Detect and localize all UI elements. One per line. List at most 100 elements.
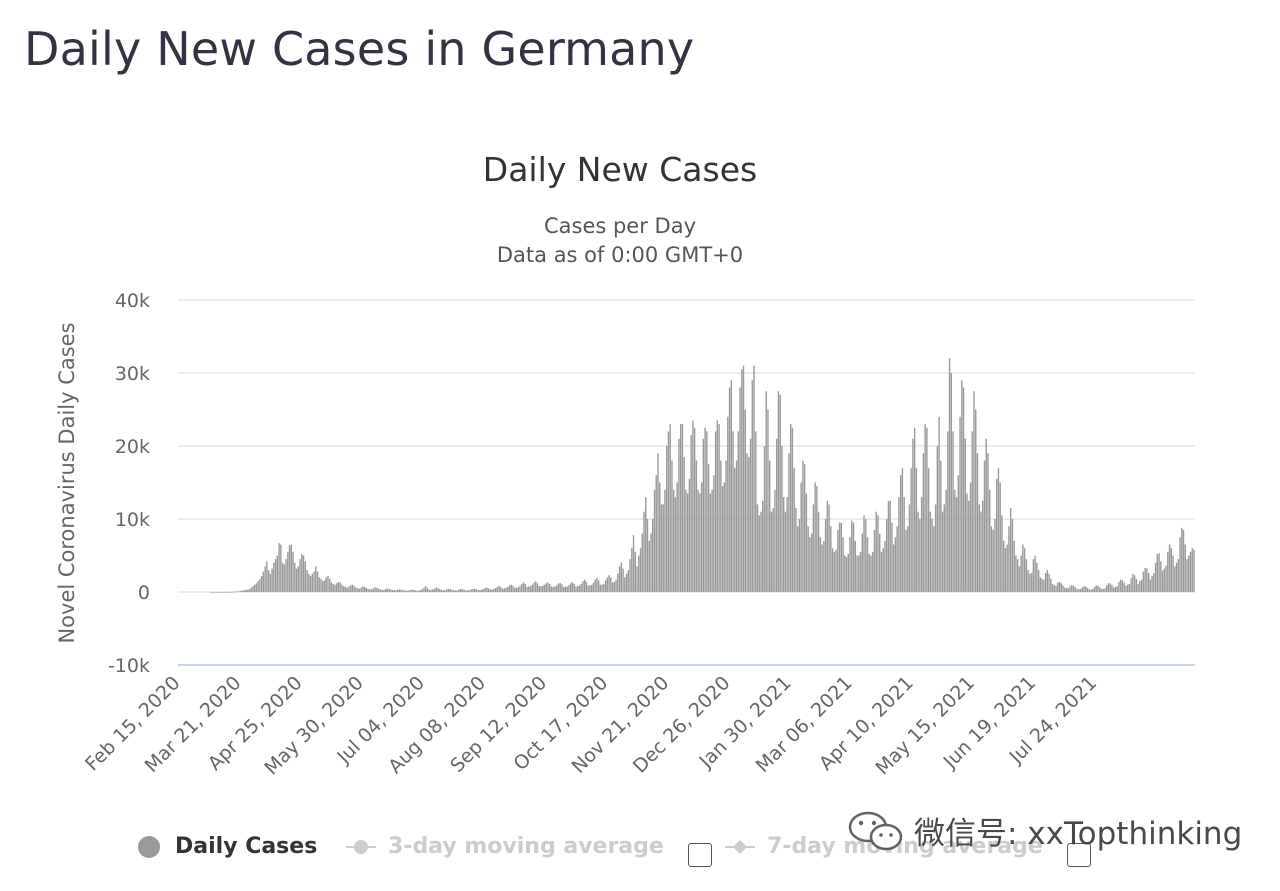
bar[interactable]	[566, 586, 568, 592]
bar[interactable]	[865, 519, 867, 592]
bar[interactable]	[213, 592, 216, 593]
bar[interactable]	[727, 416, 729, 592]
bar[interactable]	[348, 586, 350, 592]
bar[interactable]	[1118, 581, 1120, 592]
bar[interactable]	[592, 582, 595, 592]
bar[interactable]	[648, 540, 650, 592]
bar[interactable]	[624, 577, 626, 592]
bar[interactable]	[938, 416, 940, 592]
bar[interactable]	[585, 581, 588, 592]
bar[interactable]	[487, 588, 490, 593]
bar[interactable]	[391, 590, 394, 592]
bar[interactable]	[782, 497, 785, 592]
bar[interactable]	[442, 589, 444, 592]
bar[interactable]	[510, 584, 513, 592]
bar[interactable]	[807, 526, 809, 592]
bar[interactable]	[1055, 585, 1057, 592]
bar[interactable]	[1114, 586, 1117, 592]
bar[interactable]	[514, 587, 516, 592]
bar[interactable]	[323, 580, 326, 592]
bar[interactable]	[320, 578, 322, 592]
bar[interactable]	[716, 420, 719, 592]
bar[interactable]	[302, 555, 305, 593]
toggle-3-day-average-checkbox[interactable]	[688, 843, 712, 867]
bar[interactable]	[1039, 577, 1042, 592]
bar[interactable]	[950, 373, 953, 592]
bar[interactable]	[655, 475, 657, 592]
bar[interactable]	[891, 522, 893, 592]
bar[interactable]	[308, 573, 310, 592]
bar[interactable]	[1123, 582, 1125, 592]
bar[interactable]	[1177, 559, 1179, 592]
bar[interactable]	[945, 489, 947, 592]
bar[interactable]	[439, 589, 441, 592]
bar[interactable]	[700, 482, 703, 593]
bar[interactable]	[494, 587, 497, 592]
bar[interactable]	[374, 587, 376, 592]
bar[interactable]	[941, 511, 944, 592]
bar[interactable]	[381, 589, 383, 592]
bar[interactable]	[879, 533, 881, 592]
bar[interactable]	[386, 588, 389, 592]
bar[interactable]	[1147, 573, 1150, 592]
bar[interactable]	[622, 568, 624, 592]
bar[interactable]	[812, 504, 815, 592]
bar[interactable]	[692, 420, 694, 592]
bar[interactable]	[718, 424, 720, 592]
bar[interactable]	[856, 555, 858, 593]
bar[interactable]	[594, 579, 596, 592]
bar[interactable]	[608, 575, 610, 592]
bar[interactable]	[632, 535, 635, 592]
bar[interactable]	[248, 589, 251, 592]
bar[interactable]	[433, 588, 436, 592]
bar[interactable]	[1158, 553, 1160, 592]
bar[interactable]	[1106, 585, 1108, 592]
bar[interactable]	[564, 586, 567, 592]
bar[interactable]	[466, 590, 469, 592]
bar[interactable]	[217, 592, 219, 593]
bar[interactable]	[1100, 589, 1103, 592]
bar[interactable]	[360, 587, 362, 592]
bar[interactable]	[290, 544, 293, 592]
bar[interactable]	[306, 570, 308, 592]
bar[interactable]	[681, 424, 684, 592]
bar[interactable]	[671, 460, 673, 592]
bar[interactable]	[453, 590, 455, 592]
bar[interactable]	[845, 556, 848, 592]
bar[interactable]	[704, 427, 706, 592]
bar[interactable]	[260, 575, 263, 592]
bar[interactable]	[793, 467, 795, 592]
bar[interactable]	[599, 584, 602, 592]
bar[interactable]	[849, 537, 851, 592]
bar[interactable]	[732, 431, 734, 592]
bar[interactable]	[393, 590, 396, 592]
bar[interactable]	[1170, 548, 1172, 592]
bar[interactable]	[796, 526, 799, 592]
bar[interactable]	[872, 551, 874, 592]
bar[interactable]	[262, 571, 265, 592]
bar[interactable]	[760, 511, 762, 592]
bar[interactable]	[987, 453, 989, 592]
bar[interactable]	[493, 589, 495, 592]
bar[interactable]	[241, 590, 244, 592]
bar[interactable]	[952, 431, 954, 592]
bar[interactable]	[1125, 585, 1127, 592]
bar[interactable]	[1023, 548, 1026, 592]
bar[interactable]	[418, 590, 420, 592]
bar[interactable]	[1168, 544, 1171, 592]
bar[interactable]	[522, 582, 525, 592]
bar[interactable]	[1037, 570, 1040, 592]
bar[interactable]	[1006, 544, 1008, 592]
bar[interactable]	[491, 589, 493, 592]
bar[interactable]	[210, 592, 212, 593]
bar[interactable]	[447, 588, 450, 592]
bar[interactable]	[769, 460, 771, 592]
bar[interactable]	[662, 504, 664, 592]
bar[interactable]	[463, 589, 465, 592]
bar[interactable]	[411, 589, 413, 592]
bar[interactable]	[943, 504, 946, 592]
bar[interactable]	[425, 586, 427, 592]
bar[interactable]	[894, 537, 897, 592]
bar[interactable]	[805, 493, 808, 592]
bar[interactable]	[1027, 570, 1029, 592]
